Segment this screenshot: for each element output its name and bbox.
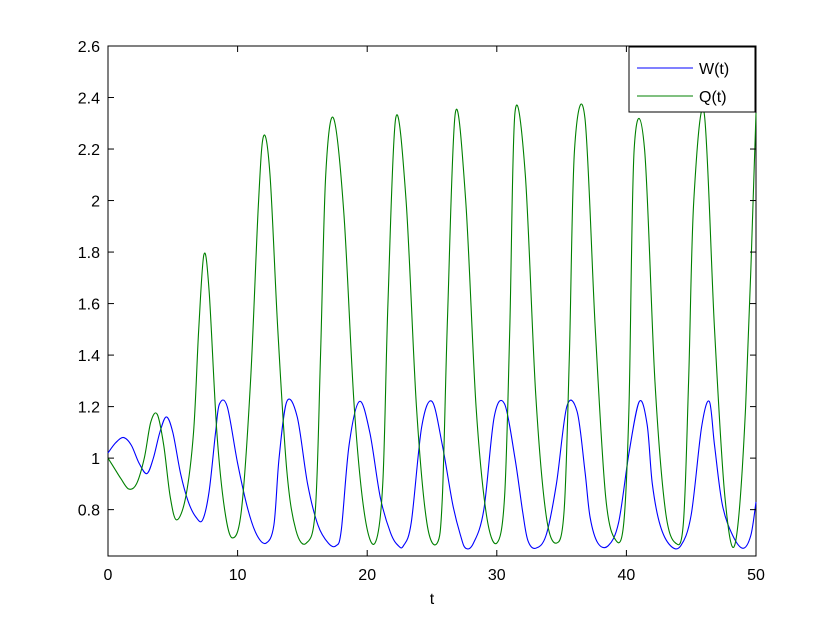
- series-layer: [107, 103, 757, 550]
- y-tick-label: 1: [91, 451, 100, 468]
- legend-label-q: Q(t): [699, 89, 727, 106]
- legend-label-w: W(t): [699, 61, 729, 78]
- legend: W(t) Q(t): [628, 46, 756, 113]
- x-tick-label: 50: [747, 567, 765, 584]
- y-tick-label: 2.2: [78, 142, 100, 159]
- x-tick-label: 20: [358, 567, 376, 584]
- x-tick-label: 0: [104, 567, 113, 584]
- y-tick-label: 1.2: [78, 400, 100, 417]
- x-tick-label: 30: [488, 567, 506, 584]
- y-tick-label: 1.6: [78, 297, 100, 314]
- y-tick-label: 1.4: [78, 348, 100, 365]
- y-tick-label: 2.6: [78, 39, 100, 56]
- y-tick-label: 2.4: [78, 91, 100, 108]
- x-axis-label: t: [430, 591, 435, 608]
- tick-layer: 0 10 20 30 40 50 0.8 1 1.2 1.4 1.6 1.8 2 2.2 2.4 2.6: [78, 39, 765, 584]
- series-line-w: [107, 398, 757, 550]
- plot-area: [107, 45, 757, 557]
- y-tick-label: 2: [91, 194, 100, 211]
- x-tick-label: 10: [229, 567, 247, 584]
- y-tick-label: 0.8: [78, 503, 100, 520]
- legend-box: [628, 46, 756, 113]
- x-tick-label: 40: [618, 567, 636, 584]
- series-line-q: [107, 103, 757, 548]
- y-tick-label: 1.8: [78, 245, 100, 262]
